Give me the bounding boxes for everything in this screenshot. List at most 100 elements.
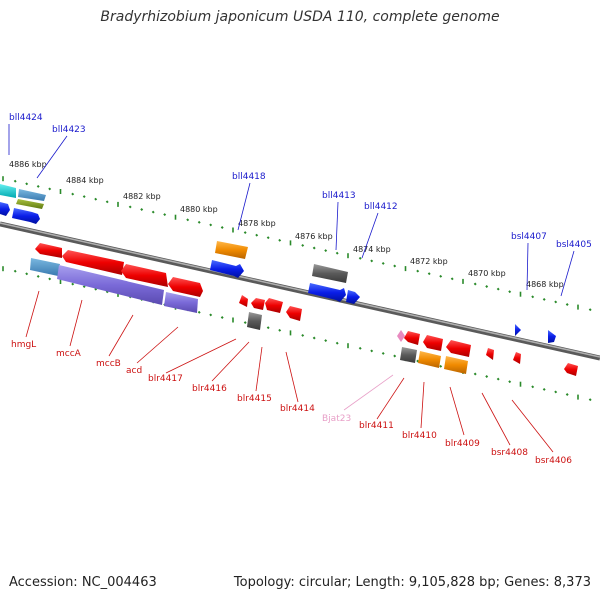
gene-label-bsl4407[interactable]: bsl4407 [511,232,547,242]
feature-bsr4406[interactable] [513,352,578,376]
feature-bll4418[interactable] [210,241,248,278]
minor-tick [450,277,454,281]
minor-tick [128,205,132,209]
gene-label-blr4417[interactable]: blr4417 [148,374,183,384]
minor-tick [82,195,86,199]
scale-label: 4882 kbp [123,192,161,201]
minor-tick [416,359,420,363]
scale-label: 4874 kbp [353,245,391,254]
minor-tick [358,256,362,260]
feature-hmgL[interactable] [30,243,62,276]
minor-tick [508,290,512,294]
gene-label-Bjat23[interactable]: Bjat23 [322,414,351,424]
feature-Bjat23[interactable] [397,330,405,342]
gene-label-acd[interactable]: acd [126,366,142,376]
minor-tick [197,310,201,314]
minor-tick [588,398,592,402]
gene-label-hmgL[interactable]: hmgL [11,340,36,350]
scale-label: 4886 kbp [9,160,47,169]
gene-label-bll4418[interactable]: bll4418 [232,172,266,182]
minor-tick [105,200,109,204]
feature-bll4423[interactable] [12,189,46,224]
leader-line [211,341,250,382]
gene-label-blr4410[interactable]: blr4410 [402,431,437,441]
feature-blr4416[interactable] [239,295,248,307]
gene-label-blr4415[interactable]: blr4415 [237,394,272,404]
minor-tick [542,387,546,391]
feature-bll4412[interactable] [346,290,360,304]
genome-backbone [0,221,600,361]
minor-tick [554,390,558,394]
gene-label-mccB[interactable]: mccB [96,359,121,369]
minor-tick [485,375,489,378]
minor-tick [565,393,569,396]
feature-bll4424[interactable] [0,184,16,216]
feature-blr4409[interactable] [444,340,471,374]
leader-line [69,299,83,347]
leader-line [25,290,40,338]
feature-blr4410[interactable] [418,335,443,368]
minor-tick [48,187,52,191]
feature-acd[interactable] [164,277,203,313]
feature-blr4417[interactable] [247,312,262,330]
scale-label: 4868 kbp [526,280,564,289]
minor-tick [36,184,40,188]
minor-tick [243,231,247,235]
accession-text: Accession: NC_004463 [9,575,157,590]
gene-label-blr4409[interactable]: blr4409 [445,439,480,449]
minor-tick [278,238,282,242]
minor-tick [197,220,201,224]
gene-label-bll4423[interactable]: bll4423 [52,125,86,135]
gene-label-bsr4408[interactable]: bsr4408 [491,448,528,458]
gene-label-blr4411[interactable]: blr4411 [359,421,394,431]
minor-tick [542,297,546,301]
minor-tick [439,274,443,278]
gene-label-bll4424[interactable]: bll4424 [9,113,43,123]
scale-label: 4884 kbp [66,176,104,185]
feature-blr4414[interactable] [286,306,302,321]
feature-bsr4408[interactable] [486,348,494,360]
minor-tick [301,243,305,247]
feature-blr4415[interactable] [251,298,283,313]
minor-tick [531,295,535,299]
leader-line [255,346,263,392]
minor-tick [335,341,339,345]
minor-tick [186,218,190,222]
minor-tick [94,197,98,201]
feature-blr4411[interactable] [400,331,420,363]
scale-label: 4872 kbp [410,257,448,266]
gene-label-bll4412[interactable]: bll4412 [364,202,398,212]
minor-tick [393,354,397,358]
feature-mccB[interactable] [121,264,168,287]
minor-tick [496,377,500,381]
gene-label-blr4416[interactable]: blr4416 [192,384,227,394]
leader-line [335,201,339,251]
minor-tick [220,316,224,319]
feature-bsl4407[interactable] [515,324,521,336]
minor-tick [473,282,477,286]
top-gene-labels: bll4424 bll4423 bll4418 bll4413 bll4412 … [8,113,592,297]
feature-mccA[interactable] [57,250,164,305]
minor-tick [266,326,270,330]
minor-tick [324,249,328,253]
feature-bll4413[interactable] [308,264,348,302]
gene-label-bsl4405[interactable]: bsl4405 [556,240,592,250]
minor-tick [554,300,558,304]
gene-label-blr4414[interactable]: blr4414 [280,404,315,414]
gene-label-bsr4406[interactable]: bsr4406 [535,456,572,466]
scale-label: 4870 kbp [468,269,506,278]
minor-tick [255,233,259,237]
gene-label-bll4413[interactable]: bll4413 [322,191,356,201]
minor-tick [439,364,443,368]
minor-tick [324,339,328,343]
minor-tick [71,192,75,196]
gene-label-mccA[interactable]: mccA [56,349,82,359]
minor-tick [25,182,29,186]
feature-bsl4405[interactable] [548,330,556,343]
leader-line [36,135,68,179]
minor-tick [370,349,374,353]
leader-line [136,326,179,364]
minor-tick [243,321,247,325]
leader-line [560,250,575,297]
